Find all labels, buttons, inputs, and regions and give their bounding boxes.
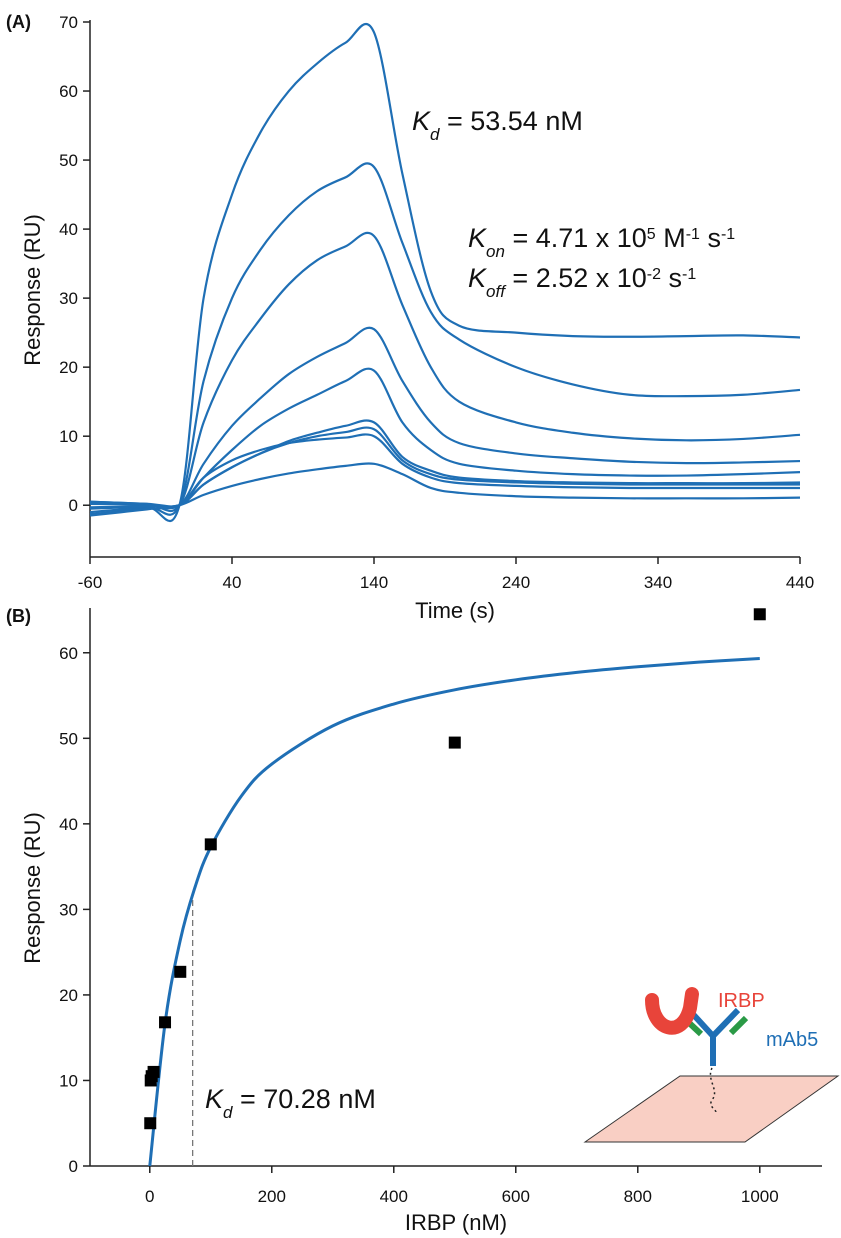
y-tick-label: 50 — [59, 729, 78, 748]
inset-label: IRBP — [718, 990, 765, 1012]
x-tick-label: 200 — [258, 1187, 286, 1206]
annotation-part: -2 — [647, 266, 661, 283]
annotation-part: -1 — [721, 226, 735, 243]
data-line — [89, 231, 801, 513]
linker — [709, 1067, 717, 1113]
x-tick-label: 140 — [360, 573, 388, 592]
panel-label: (B) — [6, 606, 31, 626]
annotation-part: 5 — [647, 226, 656, 243]
y-tick-label: 60 — [59, 82, 78, 101]
x-tick-label: 800 — [624, 1187, 652, 1206]
data-point — [448, 736, 461, 749]
y-tick-label: 20 — [59, 358, 78, 377]
annotation-part: d — [430, 125, 440, 144]
x-tick-label: 400 — [380, 1187, 408, 1206]
y-tick-label: 30 — [59, 289, 78, 308]
y-tick-label: 20 — [59, 986, 78, 1005]
y-axis-title: Response (RU) — [20, 214, 45, 366]
inset-diagram: IRBP mAb5 — [583, 987, 840, 1143]
annotation: Kon = 4.71 x 105 M-1 s-1 — [468, 223, 735, 261]
data-line — [89, 22, 801, 522]
x-axis-title: Time (s) — [415, 598, 495, 623]
data-point — [144, 1117, 157, 1130]
annotation-part: K — [468, 263, 487, 293]
data-line — [89, 462, 801, 517]
y-tick-label: 60 — [59, 644, 78, 663]
x-tick-label: -60 — [78, 573, 103, 592]
y-tick-label: 40 — [59, 220, 78, 239]
y-axis-title: Response (RU) — [20, 812, 45, 964]
annotation-part: -1 — [682, 266, 696, 283]
x-tick-label: 600 — [502, 1187, 530, 1206]
antibody-light-chain — [728, 1015, 749, 1036]
annotation: Kd = 53.54 nM — [412, 106, 583, 144]
antibody — [688, 1007, 741, 1066]
x-tick-label: 40 — [223, 573, 242, 592]
y-tick-label: 0 — [69, 496, 78, 515]
fit-curve — [148, 657, 760, 1167]
inset-label: mAb5 — [766, 1029, 818, 1051]
annotation-part: = 70.28 nM — [232, 1084, 375, 1114]
annotation-part: = 4.71 x 10 — [505, 223, 647, 253]
surface — [583, 1075, 840, 1143]
data-line — [89, 433, 800, 516]
annotation-part: s — [661, 263, 682, 293]
annotation-part: K — [412, 106, 431, 136]
data-point — [753, 608, 766, 621]
annotation: Koff = 2.52 x 10-2 s-1 — [468, 263, 696, 301]
x-axis-title: IRBP (nM) — [405, 1210, 507, 1235]
annotation-part: K — [468, 223, 487, 253]
x-tick-label: 440 — [786, 573, 814, 592]
annotation-part: -1 — [686, 226, 700, 243]
y-tick-label: 0 — [69, 1157, 78, 1176]
y-tick-label: 30 — [59, 900, 78, 919]
annotation-part: M — [656, 223, 686, 253]
y-tick-label: 50 — [59, 151, 78, 170]
x-tick-label: 340 — [644, 573, 672, 592]
y-tick-label: 10 — [59, 427, 78, 446]
y-tick-label: 70 — [59, 13, 78, 32]
data-line — [89, 326, 801, 510]
x-tick-label: 1000 — [741, 1187, 779, 1206]
y-tick-label: 10 — [59, 1071, 78, 1090]
y-tick-label: 40 — [59, 815, 78, 834]
data-point — [144, 1074, 157, 1087]
annotation-part: off — [486, 282, 507, 301]
annotation-part: d — [223, 1103, 233, 1122]
data-line — [89, 426, 800, 508]
annotation-part: = 2.52 x 10 — [505, 263, 647, 293]
annotation-part: on — [486, 242, 505, 261]
panel-label: (A) — [6, 12, 31, 32]
x-tick-label: 0 — [145, 1187, 154, 1206]
data-point — [174, 965, 187, 978]
annotation-part: = 53.54 nM — [439, 106, 582, 136]
data-line — [89, 162, 801, 516]
data-point — [159, 1016, 172, 1029]
irbp-protein — [645, 987, 699, 1035]
x-tick-label: 240 — [502, 573, 530, 592]
annotation-part: K — [205, 1084, 224, 1114]
annotation: Kd = 70.28 nM — [205, 1084, 376, 1122]
annotation-part: s — [700, 223, 721, 253]
data-point — [204, 838, 217, 851]
